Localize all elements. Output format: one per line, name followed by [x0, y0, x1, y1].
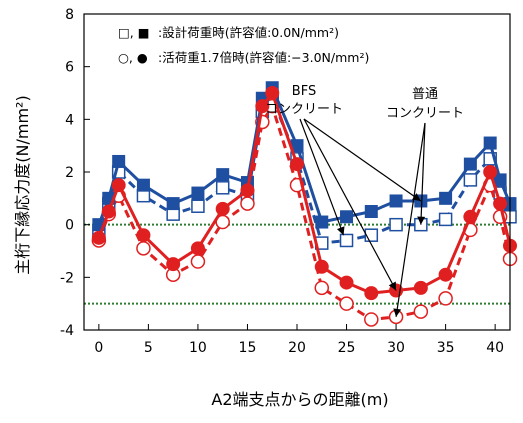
annotation-arrow-line-4: [395, 122, 426, 317]
data-point-s1-6: [215, 181, 230, 195]
data-point-s2-7: [240, 183, 255, 198]
data-point-s1-14: [389, 217, 403, 232]
x-tick-label-7: 35: [437, 340, 455, 356]
data-point-s2-3: [136, 228, 151, 243]
data-point-s0-5: [191, 186, 205, 200]
data-point-s3-15: [413, 304, 429, 319]
y-tick-label-1: -2: [60, 270, 74, 286]
y-tick-label-5: 6: [65, 60, 74, 76]
legend-item-design-markers: □, ■: [118, 25, 150, 40]
annotation-arrowhead-3: [417, 216, 426, 225]
data-point-s3-16: [438, 291, 453, 306]
data-point-s2-0: [91, 230, 106, 245]
data-point-s0-12: [340, 210, 354, 224]
data-point-s2-10: [290, 157, 304, 172]
reference-lines: [84, 223, 510, 305]
annotation-arrow-line-2: [299, 118, 345, 236]
y-tick-label-6: 8: [65, 7, 74, 23]
data-point-s2-8: [255, 99, 270, 114]
y-axis-title: 主桁下縁応力度(N/mm²): [13, 95, 32, 274]
annotation-group: BFS コンクリート 普通 コンクリート: [265, 84, 464, 317]
data-point-s0-17: [463, 157, 477, 171]
data-point-s2-16: [438, 267, 453, 282]
x-tick-label-5: 25: [338, 340, 356, 356]
data-point-s2-2: [111, 178, 126, 193]
data-point-s3-5: [190, 254, 206, 269]
data-point-s0-13: [364, 205, 378, 218]
series-2: [91, 86, 517, 301]
annotation-arrowhead-2: [337, 226, 345, 236]
legend-item-live-label: :活荷重1.7倍時(許容値:−3.0N/mm²): [158, 50, 369, 65]
data-point-s1-5: [191, 199, 205, 213]
data-point-s3-13: [364, 312, 379, 327]
x-tick-label-2: 10: [189, 340, 207, 356]
annotation-normal-line1: 普通: [412, 87, 438, 102]
data-point-s0-4: [166, 197, 180, 211]
data-point-s1-17: [463, 173, 478, 187]
annotation-arrowhead-4: [393, 308, 402, 317]
data-point-s2-4: [166, 257, 181, 272]
annotation-bfs-line1: BFS: [292, 84, 316, 99]
data-point-s2-11: [314, 259, 329, 274]
data-point-s0-11: [315, 215, 329, 229]
y-tick-label-4: 4: [65, 112, 74, 128]
x-axis-title: A2端支点からの距離(m): [211, 390, 388, 409]
annotation-normal-line2: コンクリート: [386, 106, 464, 121]
annotation-arrow-line-3: [420, 122, 426, 225]
data-point-s0-6: [216, 168, 230, 182]
data-point-s0-3: [136, 178, 150, 192]
data-point-s2-19: [493, 196, 508, 211]
data-point-s1-13: [364, 228, 379, 242]
x-tick-label-4: 20: [288, 340, 306, 356]
legend-item-design-label: :設計荷重時(許容値:0.0N/mm²): [158, 25, 339, 40]
legend-item-live-markers: ○, ●: [118, 50, 148, 65]
annotation-arrowhead-1: [388, 281, 397, 291]
data-point-s0-16: [439, 191, 453, 205]
data-point-s0-14: [389, 194, 403, 208]
data-point-s2-17: [463, 209, 478, 224]
data-point-s3-12: [339, 296, 354, 311]
data-point-s0-2: [112, 154, 126, 168]
y-tick-label-0: -4: [60, 323, 74, 339]
annotation-arrow-line-1: [303, 118, 397, 291]
data-point-s3-7: [240, 196, 255, 211]
data-point-s1-16: [438, 212, 453, 227]
data-point-s1-12: [339, 233, 354, 248]
axes: -4 -2 0 2 4 6 8 0 5 10 15 20 25 30 35 40: [60, 7, 511, 356]
data-point-s2-13: [364, 286, 379, 301]
x-tick-label-3: 15: [239, 340, 257, 356]
y-tick-label-3: 2: [65, 165, 74, 181]
data-point-s2-12: [339, 275, 354, 290]
data-point-s3-11: [314, 280, 330, 296]
x-tick-label-1: 5: [144, 340, 153, 356]
annotation-bfs-line2: コンクリート: [265, 102, 343, 117]
data-point-s3-3: [136, 241, 151, 256]
legend: □, ■ :設計荷重時(許容値:0.0N/mm²) ○, ● :活荷重1.7倍時…: [118, 25, 369, 65]
data-point-s2-15: [413, 280, 428, 295]
x-tick-label-6: 30: [387, 340, 405, 356]
data-point-s2-18: [483, 165, 498, 179]
y-tick-label-2: 0: [65, 218, 74, 234]
data-point-s2-6: [215, 201, 230, 216]
annotation-arrow-line-0: [303, 118, 422, 202]
data-point-s0-18: [483, 136, 497, 150]
x-tick-label-8: 40: [486, 340, 504, 356]
data-point-s2-9: [265, 86, 280, 100]
data-point-s2-5: [190, 241, 205, 256]
x-tick-label-0: 0: [94, 340, 103, 356]
data-point-s2-1: [101, 204, 116, 219]
